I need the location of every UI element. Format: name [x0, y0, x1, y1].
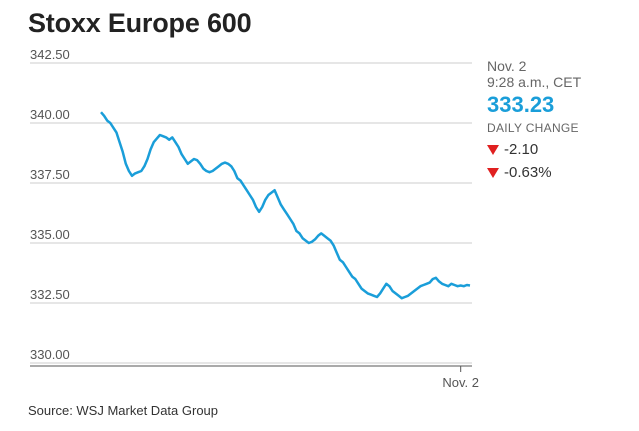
- daily-change-label: DAILY CHANGE: [487, 121, 579, 135]
- y-tick-label: 337.50: [30, 167, 70, 182]
- y-tick-label: 340.00: [30, 107, 70, 122]
- chart-title: Stoxx Europe 600: [28, 8, 252, 38]
- x-axis-tick-label: Nov. 2: [442, 375, 479, 390]
- change-points: -2.10: [504, 141, 539, 158]
- y-tick-label: 332.50: [30, 287, 70, 302]
- down-triangle-icon: [487, 144, 499, 155]
- series-line-stoxx: [100, 111, 471, 300]
- change-percent-row: -0.63%: [487, 164, 637, 181]
- quote-price: 333.23: [487, 92, 555, 117]
- y-tick-label: 342.50: [30, 47, 70, 62]
- y-axis-ticks: 342.50 340.00 337.50 335.00 332.50 330.00: [30, 47, 70, 362]
- source-note: Source: WSJ Market Data Group: [28, 403, 219, 418]
- change-percent: -0.63%: [504, 164, 552, 181]
- quote-time: 9:28 a.m., CET: [487, 74, 582, 90]
- quote-date: Nov. 2: [487, 58, 527, 74]
- y-tick-label: 330.00: [30, 347, 70, 362]
- quote-panel: Nov. 2 9:28 a.m., CET 333.23 DAILY CHANG…: [487, 58, 637, 181]
- change-points-row: -2.10: [487, 141, 637, 158]
- grid-lines: [30, 62, 472, 364]
- down-triangle-icon: [487, 167, 499, 178]
- y-tick-label: 335.00: [30, 227, 70, 242]
